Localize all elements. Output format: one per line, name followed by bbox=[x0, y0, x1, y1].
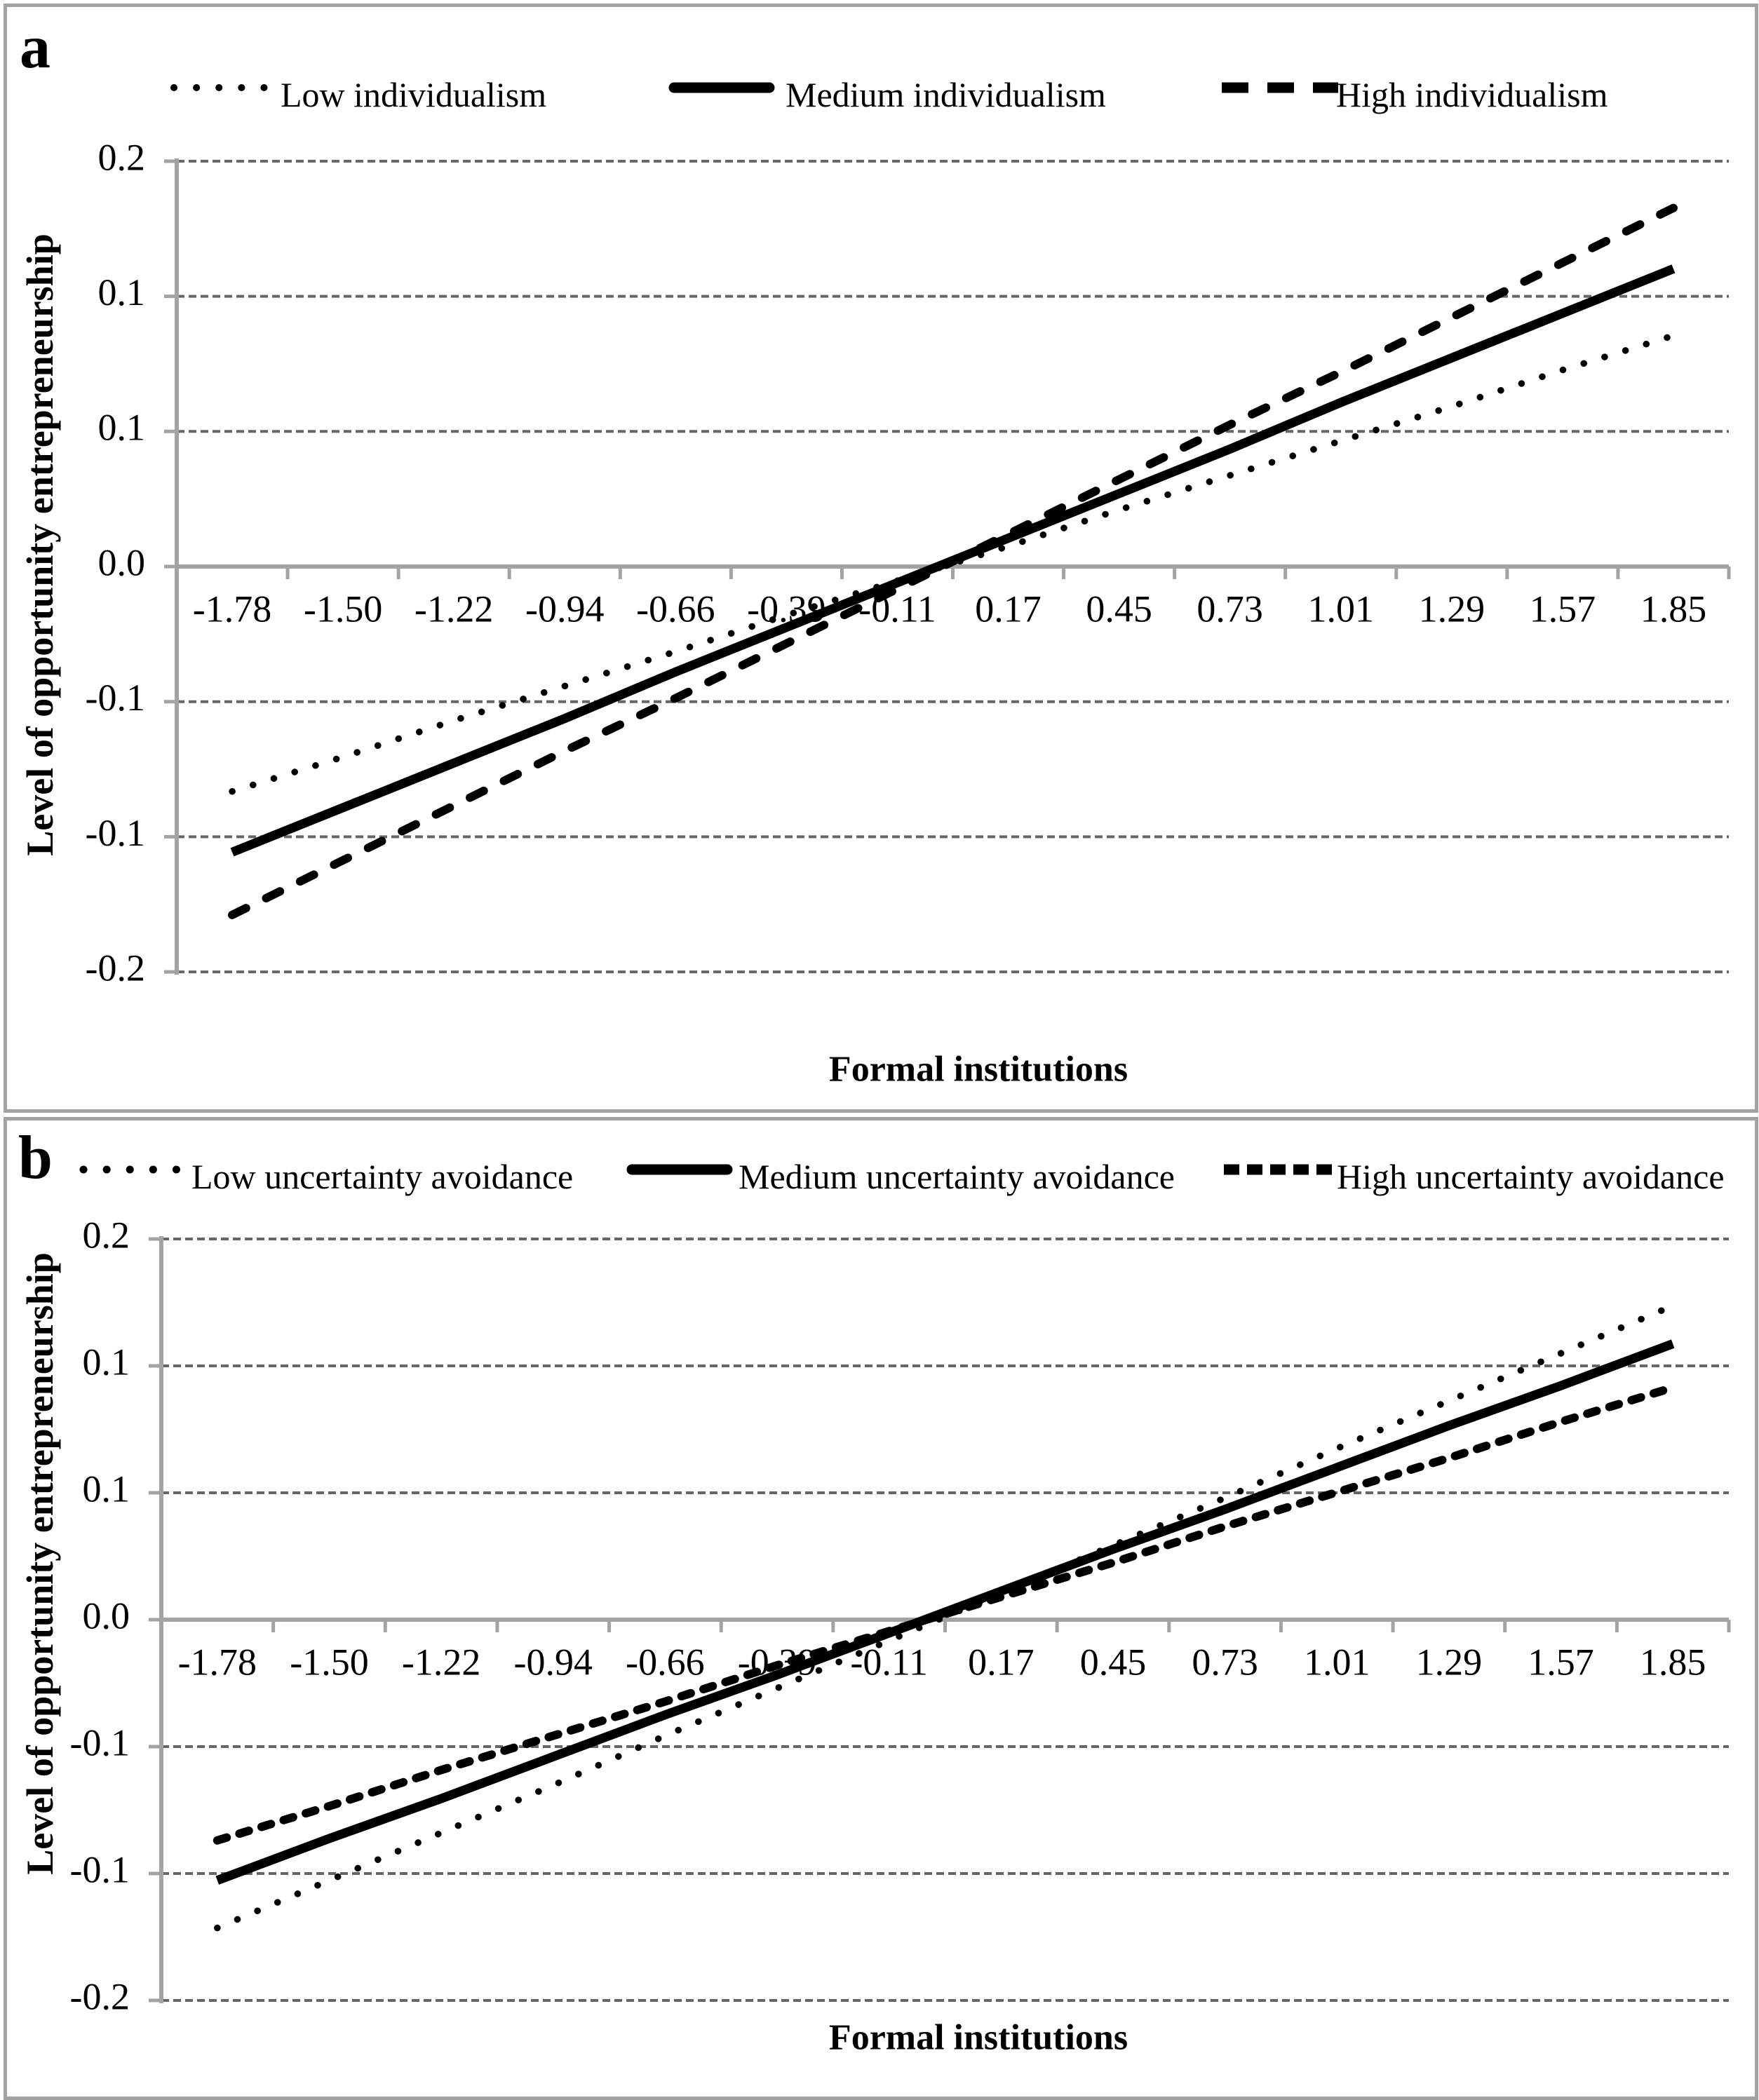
y-tick-label: -0.2 bbox=[70, 1975, 130, 2017]
x-tick-label: 0.45 bbox=[1080, 1641, 1147, 1683]
y-tick-label: 0.2 bbox=[83, 1214, 130, 1256]
panel-a: a Low individualism Medium individualism… bbox=[4, 4, 1758, 1113]
panel-b-chart-canvas: 0.20.10.10.0-0.1-0.1-0.2-1.78 -1.50 -1.22-… bbox=[70, 1214, 1731, 2017]
legend-dashed-swatch-icon bbox=[1224, 1164, 1333, 1175]
legend-dotted-swatch-icon bbox=[170, 84, 268, 91]
x-tick-label: -1.78 bbox=[178, 1641, 257, 1683]
x-tick-label: -1.50 bbox=[290, 1641, 368, 1683]
y-tick-label: -0.1 bbox=[86, 677, 145, 719]
x-tick-label: -1.78 bbox=[193, 588, 271, 630]
x-tick-label: 1.01 bbox=[1304, 1641, 1370, 1683]
x-tick-label: -0.94 bbox=[525, 588, 604, 630]
legend-label-high: High uncertainty avoidance bbox=[1337, 1157, 1725, 1196]
x-tick-label: 0.17 bbox=[968, 1641, 1034, 1683]
x-tick-label: 1.85 bbox=[1640, 588, 1707, 630]
x-tick-label: -0.94 bbox=[514, 1641, 593, 1683]
y-tick-label: -0.1 bbox=[70, 1848, 130, 1890]
series-line-dotted bbox=[214, 1302, 1676, 1932]
y-tick-label: -0.1 bbox=[70, 1721, 130, 1763]
x-tick-label: 1.29 bbox=[1419, 588, 1485, 630]
x-tick-label: 1.57 bbox=[1530, 588, 1596, 630]
panel-b: b Low uncertainty avoidance Medium uncer… bbox=[4, 1117, 1758, 2100]
y-tick-label: 0.2 bbox=[98, 136, 146, 178]
legend-label-low: Low uncertainty avoidance bbox=[191, 1157, 574, 1196]
y-tick-label: 0.1 bbox=[83, 1468, 130, 1510]
x-tick-label: -1.22 bbox=[415, 588, 493, 630]
panel-b-content: b Low uncertainty avoidance Medium uncer… bbox=[7, 1120, 1755, 2096]
series-line-dashed-long bbox=[228, 203, 1678, 919]
panel-a-x-axis-title: Formal institutions bbox=[828, 1049, 1128, 1090]
x-tick-label: 0.17 bbox=[975, 588, 1042, 630]
x-tick-label: 0.73 bbox=[1192, 1641, 1258, 1683]
y-tick-label: -0.2 bbox=[86, 947, 145, 989]
legend-label-medium: Medium individualism bbox=[786, 75, 1106, 114]
y-tick-label: 0.0 bbox=[98, 541, 146, 583]
x-tick-label: -0.66 bbox=[626, 1641, 704, 1683]
x-tick-label: 1.01 bbox=[1308, 588, 1375, 630]
legend-label-high: High individualism bbox=[1336, 75, 1608, 114]
panel-a-corner-label: a bbox=[20, 13, 50, 81]
y-tick-label: -0.1 bbox=[86, 812, 145, 854]
y-tick-label: 0.1 bbox=[83, 1341, 130, 1383]
x-tick-label: -1.22 bbox=[402, 1641, 480, 1683]
x-tick-label: 1.85 bbox=[1640, 1641, 1706, 1683]
x-tick-label: 1.29 bbox=[1416, 1641, 1483, 1683]
y-tick-label: 0.1 bbox=[98, 271, 146, 313]
y-tick-label: 0.1 bbox=[98, 407, 146, 449]
x-tick-label: -0.11 bbox=[850, 1641, 927, 1683]
legend-label-low: Low individualism bbox=[281, 75, 547, 114]
x-tick-label: 0.73 bbox=[1197, 588, 1263, 630]
legend-dashed-swatch-icon bbox=[1222, 82, 1338, 93]
legend-solid-swatch-icon bbox=[626, 1164, 733, 1175]
x-tick-label: -1.50 bbox=[304, 588, 382, 630]
legend-dotted-swatch-icon bbox=[79, 1165, 183, 1174]
panel-b-corner-label: b bbox=[18, 1124, 53, 1192]
panel-a-content: a Low individualism Medium individualism… bbox=[7, 7, 1755, 1109]
legend-solid-swatch-icon bbox=[668, 82, 775, 93]
legend-label-medium: Medium uncertainty avoidance bbox=[739, 1157, 1175, 1196]
x-tick-label: 1.57 bbox=[1528, 1641, 1594, 1683]
panel-b-x-axis-title: Formal institutions bbox=[828, 2017, 1128, 2058]
series-line-dashed-short bbox=[213, 1383, 1678, 1845]
x-tick-label: 0.45 bbox=[1086, 588, 1152, 630]
panel-a-chart-canvas: 0.20.10.10.0-0.1-0.1-0.2-1.78 -1.50 -1.22-… bbox=[86, 136, 1731, 989]
y-tick-label: 0.0 bbox=[83, 1594, 130, 1637]
x-tick-label: -0.66 bbox=[636, 588, 715, 630]
